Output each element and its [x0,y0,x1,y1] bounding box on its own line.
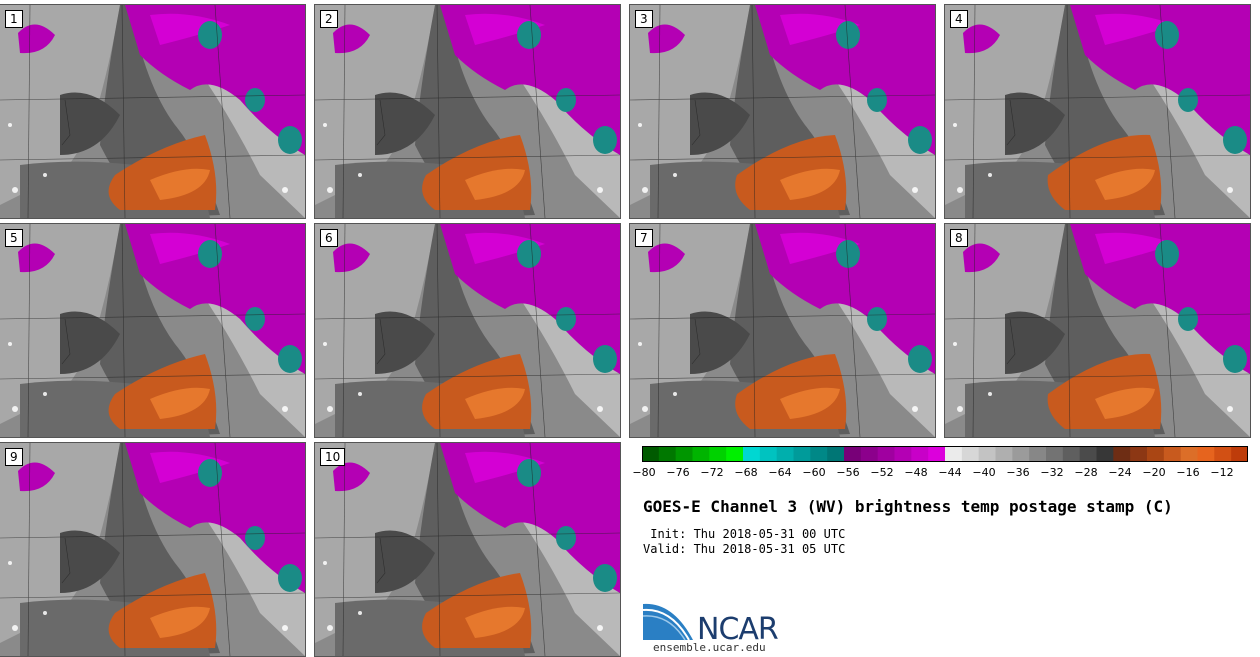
stamp-member-label: 9 [5,448,23,466]
colorbar-segment [743,446,761,462]
chart-title: GOES-E Channel 3 (WV) brightness temp po… [643,497,1173,516]
colorbar-segment [1163,446,1182,462]
colorbar-segment [1046,446,1064,462]
colorbar [642,446,1248,462]
postage-stamp-map: 2 [314,4,621,219]
colorbar-segment [877,446,895,462]
stamp-member-label: 7 [635,229,653,247]
colorbar-segment [1012,446,1030,462]
colorbar-segment [759,446,778,462]
postage-stamp-map: 4 [944,4,1251,219]
ncar-logo-text: NCAR [697,612,779,647]
colorbar-tick-label: −72 [700,466,724,479]
colorbar-tick-label: −28 [1074,466,1098,479]
postage-stamp-map: 7 [629,223,936,438]
colorbar-segment [961,446,980,462]
colorbar-segment [709,446,727,462]
colorbar-tick-label: −48 [904,466,928,479]
colorbar-segment [642,446,660,462]
colorbar-tick-label: −64 [768,466,792,479]
postage-stamp-map: 10 [314,442,621,657]
colorbar-tick-label: −24 [1108,466,1132,479]
colorbar-segment [1062,446,1081,462]
colorbar-tick-label: −60 [802,466,826,479]
stamp-member-label: 3 [635,10,653,28]
colorbar-tick-label: −68 [734,466,758,479]
colorbar-segment [1096,446,1114,462]
colorbar-tick-label: −40 [972,466,996,479]
colorbar-segment [793,446,811,462]
colorbar-segment [1130,446,1148,462]
colorbar-tick-label: −16 [1176,466,1200,479]
stamp-member-label: 2 [320,10,338,28]
postage-stamp-map: 6 [314,223,621,438]
stamp-member-label: 1 [5,10,23,28]
colorbar-segment [827,446,845,462]
postage-stamp-map: 9 [0,442,306,657]
colorbar-segment [894,446,912,462]
colorbar-border [642,446,1248,462]
stamp-member-label: 8 [950,229,968,247]
colorbar-segment [911,446,929,462]
colorbar-segment [1147,446,1165,462]
colorbar-segment [675,446,693,462]
postage-stamp-map: 5 [0,223,306,438]
colorbar-tick-label: −52 [870,466,894,479]
colorbar-tick-label: −80 [632,466,656,479]
colorbar-segment [692,446,710,462]
colorbar-segment [1180,446,1198,462]
colorbar-segment [726,446,744,462]
colorbar-segment [810,446,828,462]
valid-time: Valid: Thu 2018-05-31 05 UTC [643,542,846,556]
colorbar-segment [1214,446,1232,462]
colorbar-segment [776,446,794,462]
colorbar-segment [1113,446,1131,462]
colorbar-tick-label: −44 [938,466,962,479]
colorbar-segment [928,446,946,462]
ncar-logo-icon [643,603,693,641]
colorbar-segment [1231,446,1248,462]
colorbar-segment [1197,446,1215,462]
colorbar-tick-label: −56 [836,466,860,479]
site-url: ensemble.ucar.edu [653,641,766,654]
colorbar-segment [860,446,879,462]
colorbar-tick-label: −32 [1040,466,1064,479]
colorbar-tick-label: −20 [1142,466,1166,479]
stamp-member-label: 10 [320,448,346,466]
colorbar-segment [658,446,677,462]
postage-stamp-map: 1 [0,4,306,219]
colorbar-tick-label: −12 [1210,466,1234,479]
colorbar-segment [978,446,996,462]
colorbar-segment [1079,446,1097,462]
colorbar-tick-label: −76 [666,466,690,479]
stamp-member-label: 5 [5,229,23,247]
init-time: Init: Thu 2018-05-31 00 UTC [643,527,846,541]
colorbar-segment [1029,446,1047,462]
colorbar-tick-label: −36 [1006,466,1030,479]
postage-stamp-map: 8 [944,223,1251,438]
colorbar-segment [945,446,963,462]
stamp-member-label: 4 [950,10,968,28]
colorbar-segment [844,446,862,462]
stamp-member-label: 6 [320,229,338,247]
postage-stamp-map: 3 [629,4,936,219]
colorbar-segment [995,446,1013,462]
